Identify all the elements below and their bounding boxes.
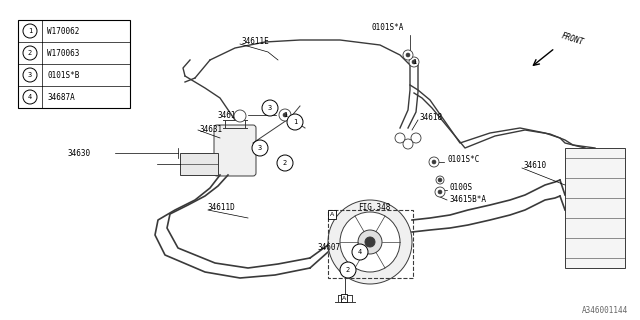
Text: A346001144: A346001144 [582,306,628,315]
Text: A: A [330,212,334,217]
Circle shape [277,155,293,171]
Text: 34607: 34607 [318,244,341,252]
Text: W170063: W170063 [47,49,79,58]
Circle shape [429,157,439,167]
Text: 2: 2 [28,50,32,56]
FancyBboxPatch shape [214,125,256,176]
Text: 1: 1 [412,59,416,65]
Text: 34618: 34618 [420,114,443,123]
Circle shape [403,139,413,149]
Text: 1: 1 [293,119,297,125]
Circle shape [328,200,412,284]
Circle shape [279,109,291,121]
Circle shape [432,160,436,164]
Text: W170062: W170062 [47,27,79,36]
Text: 1: 1 [28,28,32,34]
Text: 34611D: 34611D [208,204,236,212]
Text: FRONT: FRONT [560,31,585,47]
Circle shape [365,237,375,247]
Circle shape [23,24,37,38]
Circle shape [252,140,268,156]
Circle shape [436,176,444,184]
Circle shape [438,190,442,194]
Bar [18,20,130,108]
Text: 34631: 34631 [200,125,223,134]
Bar [328,210,413,278]
Circle shape [403,50,413,60]
Circle shape [262,100,278,116]
Circle shape [438,178,442,182]
Circle shape [409,57,419,67]
Text: 0100S: 0100S [450,183,473,193]
Circle shape [352,244,368,260]
Text: 3: 3 [28,72,32,78]
Circle shape [23,68,37,82]
Text: 34687A: 34687A [47,92,75,101]
Circle shape [340,262,356,278]
Text: 0101S*A: 0101S*A [372,23,404,33]
Circle shape [283,113,287,117]
Circle shape [395,133,405,143]
Circle shape [287,114,303,130]
Text: 34610: 34610 [524,161,547,170]
Text: A: A [342,295,346,300]
Text: 2: 2 [283,160,287,166]
Text: 3: 3 [258,145,262,151]
Circle shape [358,230,382,254]
Text: 3: 3 [268,105,272,111]
Text: 34611E: 34611E [242,37,269,46]
Text: FIG.348: FIG.348 [358,204,390,212]
Bar [565,148,625,268]
Text: 0101S*C: 0101S*C [447,156,479,164]
Text: 4: 4 [358,249,362,255]
Circle shape [234,110,246,122]
Text: 34615C: 34615C [217,110,245,119]
Text: 34615B*A: 34615B*A [450,196,487,204]
Circle shape [23,90,37,104]
Text: 0101S*B: 0101S*B [47,70,79,79]
Text: 34630: 34630 [68,148,91,157]
Circle shape [23,46,37,60]
Circle shape [435,187,445,197]
Text: 4: 4 [28,94,32,100]
Bar [180,153,218,175]
Text: 2: 2 [346,267,350,273]
Text: 1: 1 [283,112,287,118]
Circle shape [412,60,416,64]
Circle shape [411,133,421,143]
Circle shape [340,212,400,272]
Circle shape [406,53,410,57]
